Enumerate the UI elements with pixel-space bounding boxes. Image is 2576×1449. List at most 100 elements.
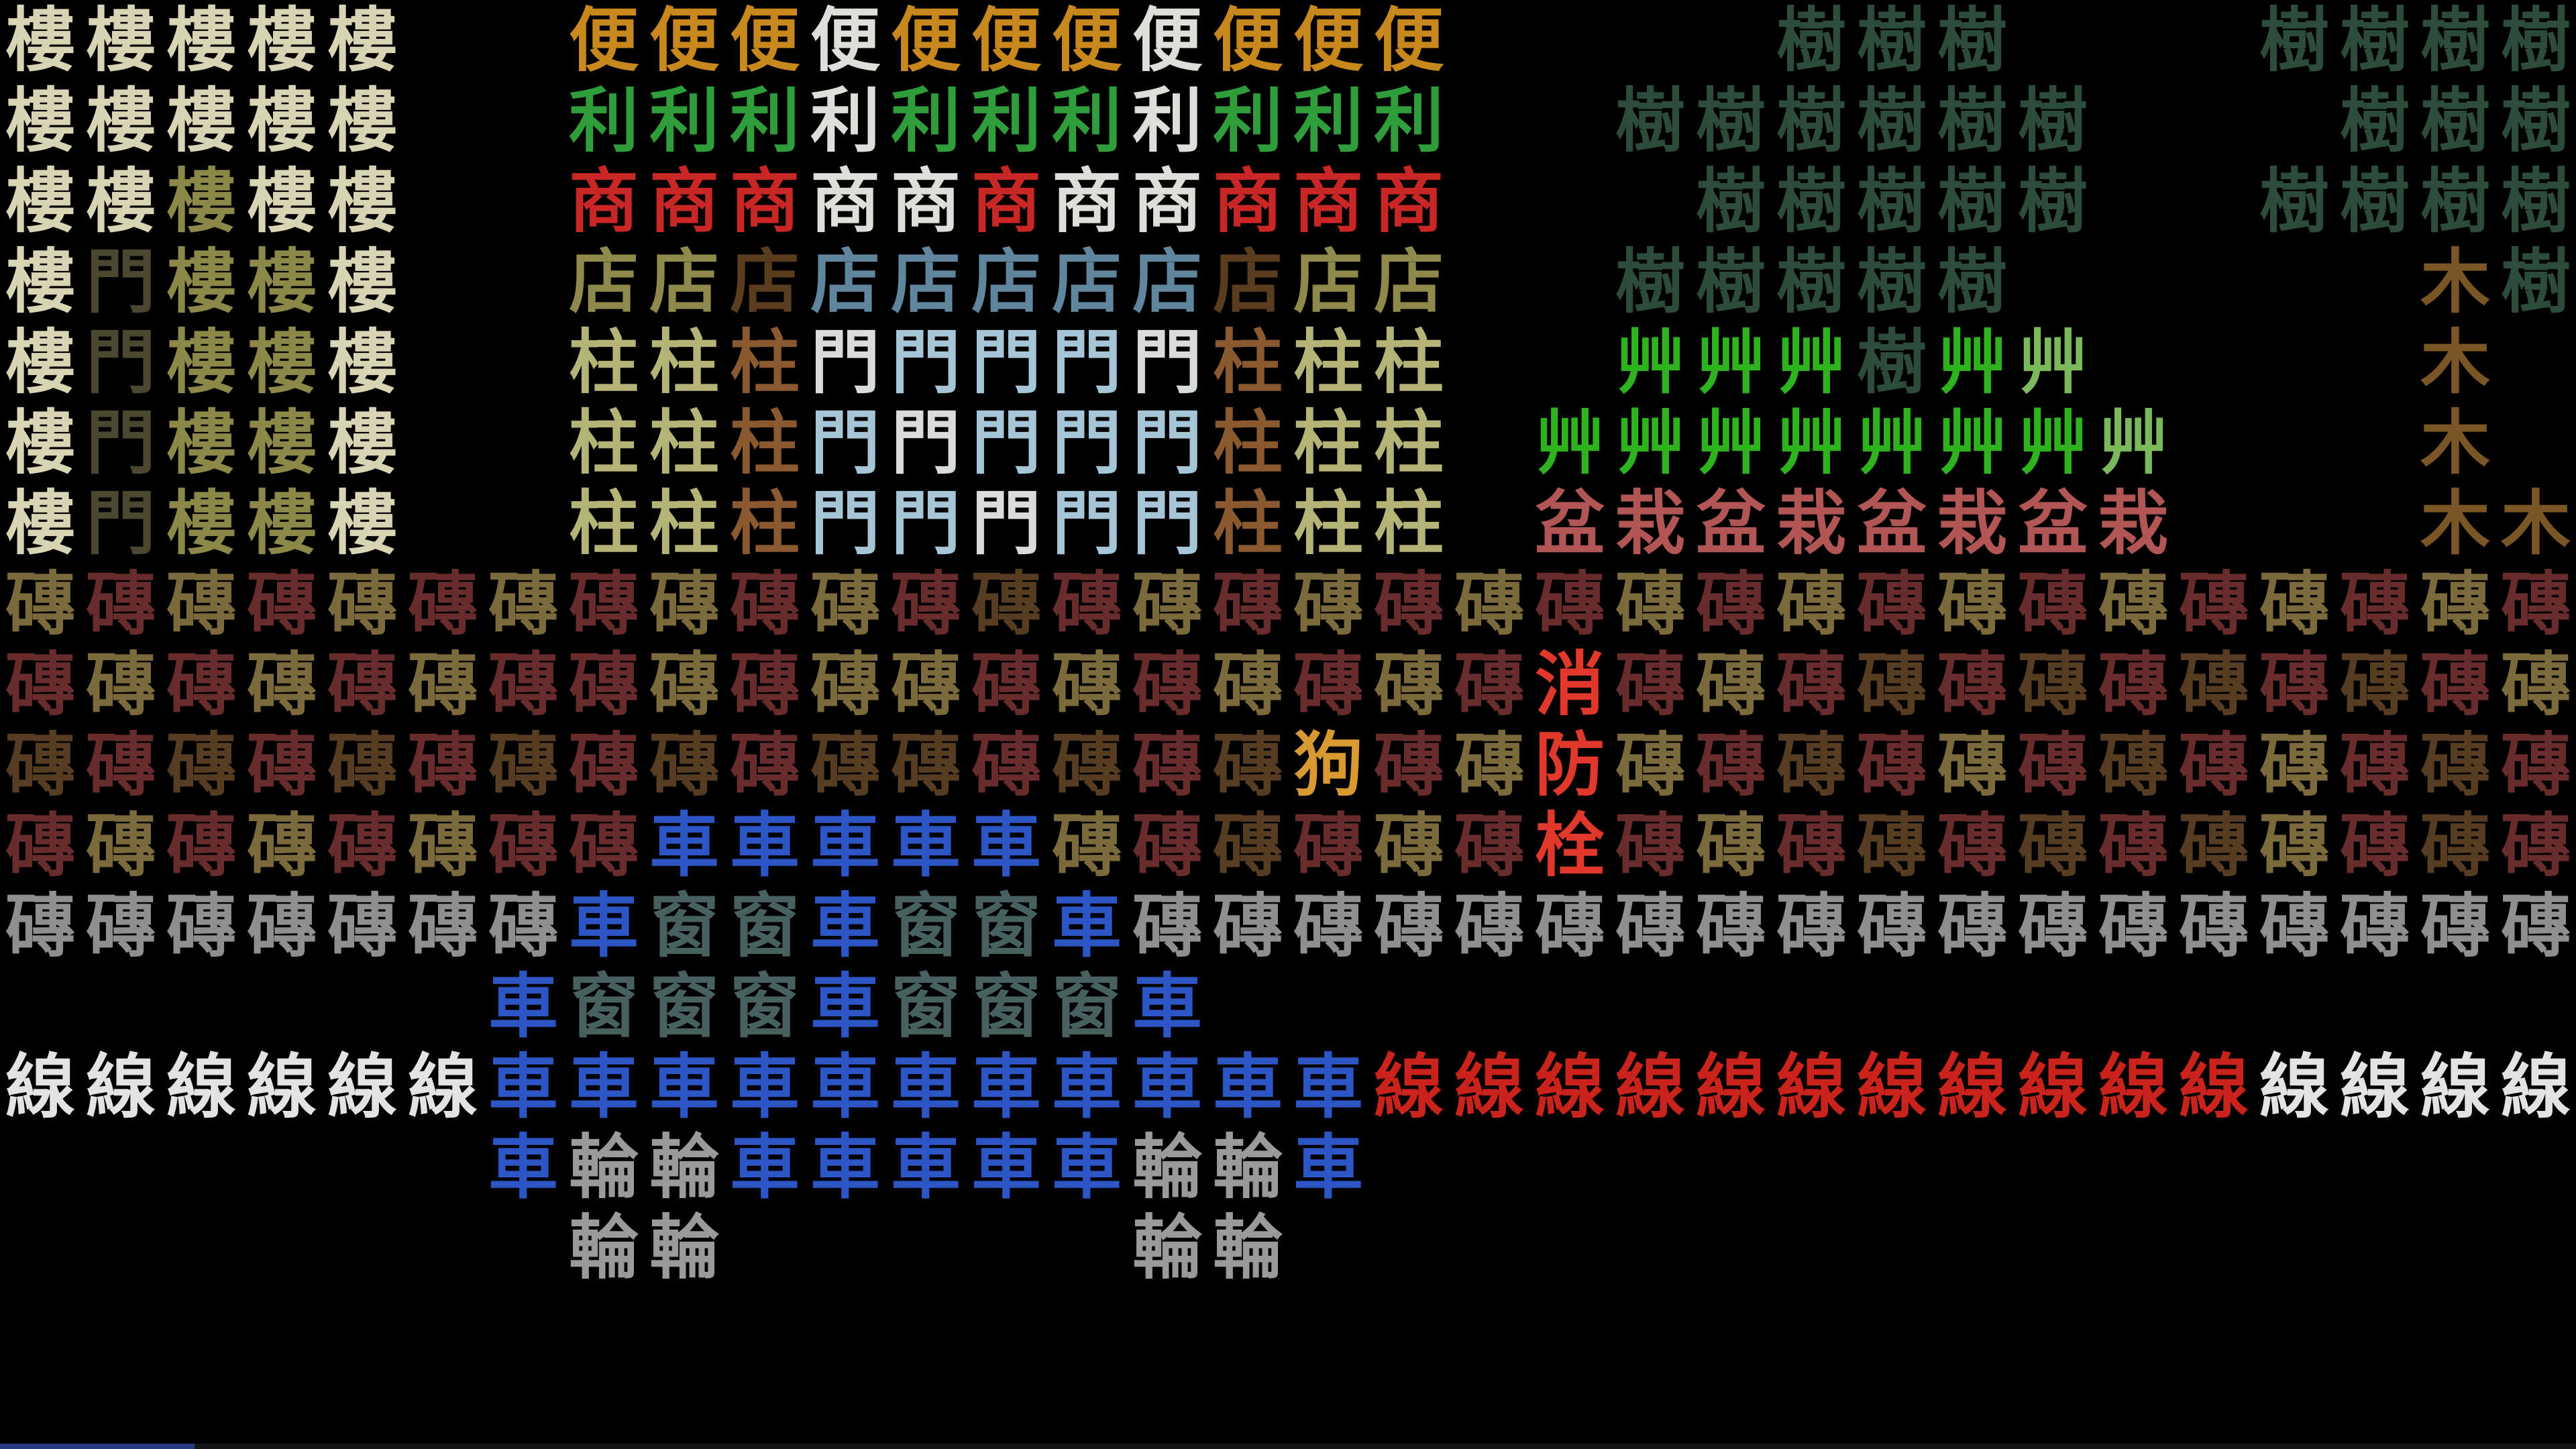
store-sign-dian-tile: 店 (1373, 241, 1444, 323)
truck-tile: 車 (1293, 1126, 1363, 1208)
truck-tile: 車 (729, 1046, 800, 1128)
store-doors-tile: 門 (810, 402, 880, 484)
trees-tile: 樹 (1856, 0, 1927, 81)
trees-tile: 樹 (2339, 80, 2410, 162)
store-sign-dian-tile: 店 (810, 241, 880, 323)
brick-wall-tile: 磚 (1937, 643, 2007, 725)
brick-wall-tile: 磚 (5, 885, 75, 967)
wood-logs-tile: 木 (2420, 321, 2490, 403)
grass-tile: 艸 (1695, 402, 1766, 484)
brick-wall-tile: 磚 (2178, 804, 2249, 886)
apartment-building-tile: 樓 (166, 402, 236, 484)
trees-tile: 樹 (1937, 0, 2007, 81)
bonsai-tile: 栽 (1615, 482, 1685, 564)
brick-wall-tile: 磚 (568, 563, 639, 645)
store-pillars-tile: 柱 (568, 402, 639, 484)
apartment-building-tile: 樓 (327, 160, 397, 242)
brick-wall-tile: 磚 (1454, 643, 1524, 725)
truck-tile: 車 (971, 804, 1041, 886)
brick-wall-tile: 磚 (488, 643, 558, 725)
brick-wall-tile: 磚 (2178, 643, 2249, 725)
brick-wall-tile: 磚 (2500, 563, 2571, 645)
brick-wall-tile: 磚 (1695, 724, 1766, 806)
truck-tile: 窗 (649, 885, 719, 967)
trees-tile: 樹 (1776, 160, 1846, 242)
truck-tile: 輪 (1132, 1207, 1202, 1289)
brick-wall-tile: 磚 (2420, 563, 2490, 645)
store-doors-tile: 門 (810, 482, 880, 564)
brick-wall-tile: 磚 (1615, 643, 1685, 725)
brick-wall-tile: 磚 (2017, 885, 2088, 967)
bonsai-tile: 盆 (1695, 482, 1766, 564)
truck-tile: 窗 (1051, 965, 1122, 1047)
store-sign-shang-tile: 商 (729, 160, 800, 242)
building-door-tile: 門 (85, 402, 156, 484)
brick-wall-tile: 磚 (1212, 804, 1283, 886)
brick-wall-tile: 磚 (407, 804, 478, 886)
brick-wall-tile: 磚 (890, 563, 961, 645)
truck-tile: 車 (1293, 1046, 1363, 1128)
grass-tile: 艸 (1856, 402, 1927, 484)
brick-wall-tile: 磚 (166, 724, 236, 806)
apartment-building-tile: 樓 (85, 160, 156, 242)
grass-tile: 艸 (1776, 402, 1846, 484)
brick-wall-tile: 磚 (1937, 804, 2007, 886)
brick-wall-tile: 磚 (166, 885, 236, 967)
trees-tile: 樹 (2259, 160, 2329, 242)
building-door-tile: 門 (85, 482, 156, 564)
truck-tile: 車 (890, 1126, 961, 1208)
brick-wall-tile: 磚 (2098, 804, 2168, 886)
brick-wall-tile: 磚 (407, 563, 478, 645)
truck-tile: 車 (1132, 965, 1202, 1047)
road-lines-tile: 線 (85, 1046, 156, 1128)
apartment-building-tile: 樓 (166, 160, 236, 242)
road-lines-tile: 線 (1454, 1046, 1524, 1128)
brick-wall-tile: 磚 (488, 885, 558, 967)
brick-wall-tile: 磚 (1695, 643, 1766, 725)
store-sign-ben-tile: 便 (1373, 0, 1444, 81)
truck-tile: 輪 (568, 1126, 639, 1208)
brick-wall-tile: 磚 (2259, 804, 2329, 886)
trees-tile: 樹 (2420, 0, 2490, 81)
apartment-building-tile: 樓 (327, 241, 397, 323)
store-sign-ben-tile: 便 (1051, 0, 1122, 81)
brick-wall-tile: 磚 (2259, 643, 2329, 725)
truck-tile: 車 (971, 1126, 1041, 1208)
brick-wall-tile: 磚 (1534, 563, 1605, 645)
brick-wall-tile: 磚 (85, 643, 156, 725)
brick-wall-tile: 磚 (1051, 563, 1122, 645)
brick-wall-tile: 磚 (1132, 563, 1202, 645)
brick-wall-tile: 磚 (246, 885, 317, 967)
brick-wall-tile: 磚 (1212, 643, 1283, 725)
truck-tile: 窗 (971, 885, 1041, 967)
brick-wall-tile: 磚 (1856, 885, 1927, 967)
trees-tile: 樹 (1776, 241, 1846, 323)
brick-wall-tile: 磚 (2339, 804, 2410, 886)
truck-tile: 車 (729, 1126, 800, 1208)
road-lines-tile: 線 (1776, 1046, 1846, 1128)
trees-tile: 樹 (2259, 0, 2329, 81)
truck-tile: 輪 (649, 1207, 719, 1289)
brick-wall-tile: 磚 (1051, 643, 1122, 725)
store-doors-tile: 門 (1051, 482, 1122, 564)
wood-logs-tile: 木 (2420, 241, 2490, 323)
store-pillars-tile: 柱 (1212, 321, 1283, 403)
brick-wall-tile: 磚 (2017, 724, 2088, 806)
brick-wall-tile: 磚 (2339, 724, 2410, 806)
road-lines-tile: 線 (1856, 1046, 1927, 1128)
brick-wall-tile: 磚 (1293, 563, 1363, 645)
store-sign-dian-tile: 店 (568, 241, 639, 323)
store-sign-shang-tile: 商 (810, 160, 880, 242)
road-lines-tile: 線 (1615, 1046, 1685, 1128)
store-sign-li-tile: 利 (1212, 80, 1283, 162)
store-sign-ben-tile: 便 (1212, 0, 1283, 81)
brick-wall-tile: 磚 (1212, 724, 1283, 806)
road-lines-tile: 線 (2017, 1046, 2088, 1128)
truck-tile: 車 (649, 804, 719, 886)
trees-tile: 樹 (1856, 241, 1927, 323)
brick-wall-tile: 磚 (2339, 643, 2410, 725)
truck-tile: 車 (810, 965, 880, 1047)
truck-tile: 車 (488, 1046, 558, 1128)
truck-tile: 車 (810, 1046, 880, 1128)
